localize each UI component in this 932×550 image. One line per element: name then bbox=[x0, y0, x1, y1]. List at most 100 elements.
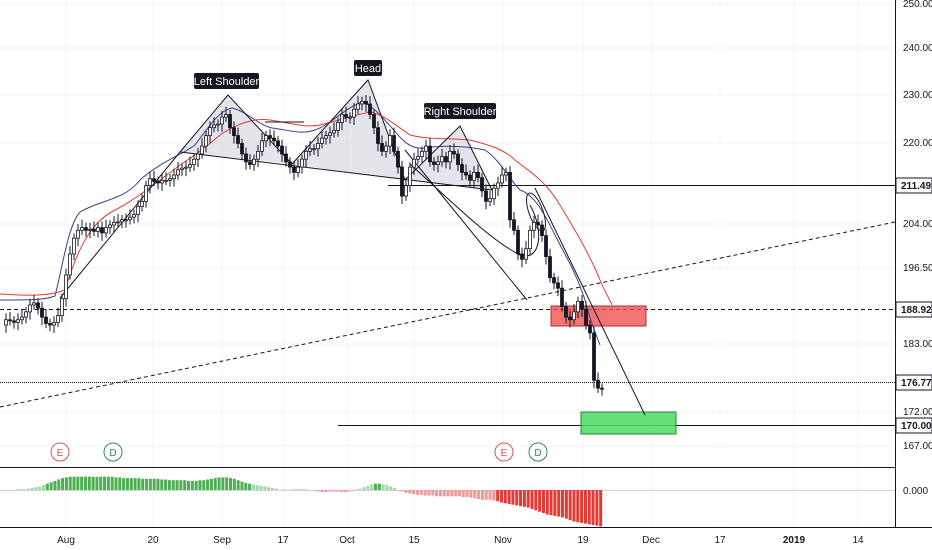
oscillator-bar bbox=[320, 490, 324, 493]
candle-body bbox=[524, 248, 528, 260]
event-marker-earnings-2[interactable]: E bbox=[494, 442, 514, 462]
oscillator-bar bbox=[236, 480, 240, 490]
candle-body bbox=[80, 227, 84, 231]
candle-body bbox=[416, 156, 420, 160]
candle-body bbox=[100, 227, 104, 234]
oscillator-bar bbox=[328, 490, 332, 492]
rising-trendline[interactable] bbox=[0, 221, 896, 408]
event-marker-dividend-2[interactable]: D bbox=[528, 442, 548, 462]
oscillator-bar bbox=[538, 490, 542, 512]
candle-body bbox=[288, 161, 292, 168]
candle-body bbox=[516, 229, 520, 255]
oscillator-bar bbox=[362, 487, 366, 490]
candle-body bbox=[128, 216, 132, 221]
oscillator-bar bbox=[534, 490, 538, 511]
oscillator-bar bbox=[282, 489, 286, 490]
oscillator-bar bbox=[332, 490, 336, 492]
oscillator-bar bbox=[423, 490, 427, 496]
oscillator-bar bbox=[564, 490, 568, 519]
oscillator-bar bbox=[351, 490, 355, 491]
oscillator-bar bbox=[167, 480, 171, 490]
oscillator-bar bbox=[175, 480, 179, 490]
oscillator-bar bbox=[80, 476, 84, 490]
oscillator-bar bbox=[354, 489, 358, 490]
candle-body bbox=[16, 319, 20, 323]
neckline[interactable] bbox=[179, 151, 493, 191]
candle-body bbox=[376, 127, 380, 144]
target-zone[interactable] bbox=[580, 411, 677, 435]
candle-body bbox=[256, 150, 260, 160]
right-shoulder-label[interactable]: Right Shoulder bbox=[424, 103, 497, 119]
candle-body bbox=[412, 158, 416, 168]
oscillator-bar bbox=[415, 490, 420, 495]
oscillator-bar bbox=[228, 478, 233, 490]
oscillator-bar bbox=[419, 490, 423, 495]
candle-body bbox=[460, 164, 464, 173]
price-axis[interactable]: 250.00 240.00 230.00 220.00 204.00 196.5… bbox=[903, 0, 932, 497]
candle-body bbox=[172, 174, 176, 180]
candle-body bbox=[120, 219, 124, 223]
oscillator-bar bbox=[251, 484, 255, 490]
candle-body bbox=[548, 256, 552, 279]
oscillator-bar bbox=[240, 481, 244, 490]
candle-body bbox=[580, 300, 584, 310]
candle-body bbox=[500, 174, 504, 184]
projection-arc[interactable] bbox=[409, 163, 540, 257]
event-marker-earnings-1[interactable]: E bbox=[50, 442, 70, 462]
descending-line-b[interactable] bbox=[534, 187, 646, 416]
oscillator-bar bbox=[438, 490, 442, 497]
oscillator-bar bbox=[519, 490, 523, 507]
oscillator-bar bbox=[171, 480, 175, 490]
head-label[interactable]: Head bbox=[354, 60, 382, 76]
candle-body bbox=[484, 190, 488, 202]
oscillator-bar bbox=[385, 485, 389, 490]
candle-body bbox=[212, 124, 216, 129]
price-label-188: 188.92 bbox=[901, 305, 932, 316]
candle-body bbox=[104, 227, 108, 234]
oscillator-bar bbox=[87, 476, 91, 490]
candle-body bbox=[348, 116, 352, 119]
price-tick: 230.00 bbox=[903, 90, 932, 101]
head-and-shoulders-outline[interactable] bbox=[59, 79, 493, 299]
oscillator-bar bbox=[267, 487, 271, 490]
time-axis[interactable]: Aug 20 Sep 17 Oct 15 Nov 19 Dec 17 2019 … bbox=[57, 535, 864, 546]
oscillator-bar bbox=[343, 490, 347, 493]
candlestick-series[interactable] bbox=[4, 95, 604, 396]
candle-body bbox=[140, 200, 144, 208]
resistance-zone[interactable] bbox=[550, 305, 647, 327]
oscillator-bar bbox=[488, 490, 492, 500]
left-shoulder-label[interactable]: Left Shoulder bbox=[194, 73, 260, 89]
event-marker-dividend-1[interactable]: D bbox=[103, 442, 123, 462]
oscillator-bar bbox=[496, 490, 500, 502]
candle-body bbox=[364, 100, 368, 105]
candle-body bbox=[52, 321, 56, 326]
oscillator-bar bbox=[64, 477, 68, 490]
time-tick: Oct bbox=[339, 535, 355, 546]
descending-line-a[interactable] bbox=[404, 149, 528, 301]
candle-body bbox=[132, 214, 136, 218]
candle-body bbox=[184, 166, 188, 169]
oscillator-bar bbox=[274, 488, 278, 490]
oscillator-bar bbox=[366, 485, 370, 490]
candle-body bbox=[492, 187, 496, 200]
candle-body bbox=[332, 129, 336, 134]
oscillator-bar bbox=[465, 490, 469, 497]
oscillator-bar bbox=[408, 490, 412, 494]
candle-body bbox=[468, 174, 472, 181]
time-tick: 19 bbox=[577, 535, 589, 546]
oscillator-bar bbox=[442, 490, 446, 497]
left-shoulder-text: Left Shoulder bbox=[194, 76, 260, 88]
oscillator-bar bbox=[152, 478, 156, 490]
time-tick: 15 bbox=[408, 535, 420, 546]
event-marker-letter: E bbox=[57, 448, 64, 459]
oscillator-bar bbox=[492, 490, 496, 501]
oscillator-bar bbox=[312, 490, 316, 491]
price-axis-highlight-labels[interactable]: 211.49 188.92 176.77 170.00 bbox=[895, 177, 932, 434]
oscillator-bar bbox=[95, 476, 99, 490]
candle-body bbox=[268, 135, 272, 139]
oscillator-bar bbox=[316, 490, 320, 492]
oscillator-histogram[interactable] bbox=[0, 476, 603, 527]
candle-body bbox=[420, 150, 424, 158]
oscillator-bar bbox=[309, 490, 313, 491]
